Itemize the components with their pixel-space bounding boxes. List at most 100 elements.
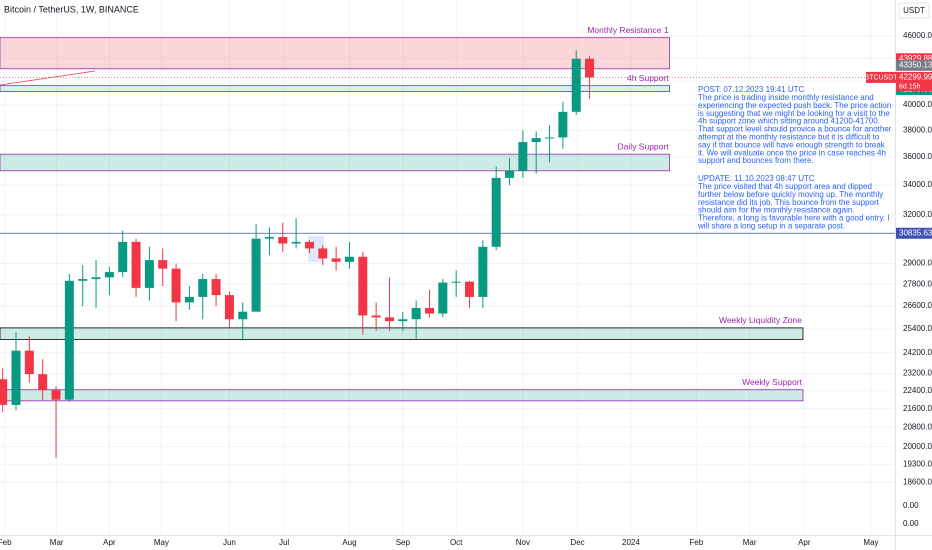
y-tick-label: 32000.00 (903, 210, 932, 219)
candle-body (144, 260, 154, 288)
candle-body (264, 237, 274, 239)
x-tick-label: May (154, 538, 169, 547)
candle-body (11, 350, 21, 405)
x-tick-label: Jun (223, 538, 236, 547)
candle-body (518, 142, 528, 171)
x-tick-label: 2024 (622, 538, 640, 547)
x-tick-label: Dec (570, 538, 584, 547)
zone-label: 4h Support (627, 73, 669, 83)
candle-body (545, 137, 555, 139)
price-marker (896, 53, 932, 65)
candle-body (478, 246, 488, 297)
annotation-line: support and bounces from there. (698, 156, 814, 165)
annotation-line: it. We will evaluate once the price in c… (698, 148, 886, 157)
y-tick-label: 34000.00 (903, 180, 932, 189)
candle-body (304, 241, 314, 249)
annotation-line: should aim for the monthly resistance ag… (698, 206, 855, 215)
lower-axis-label: 0.00 (903, 501, 919, 510)
y-tick-label: 24200.00 (903, 348, 932, 357)
y-tick-label: 29000.00 (903, 259, 932, 268)
currency: USDT (903, 6, 925, 15)
x-tick-label: Mar (50, 538, 64, 547)
symbol-box (866, 71, 896, 83)
candle-body (398, 319, 408, 322)
annotation-line: The price is trading inside monthly resi… (698, 93, 874, 102)
zone-label: Monthly Resistance 1 (587, 25, 669, 35)
candle-body (424, 307, 434, 314)
y-tick-label: 21600.00 (903, 404, 932, 413)
candle-body (64, 280, 74, 400)
y-tick-label: 46000.00 (903, 31, 932, 40)
candle-body (358, 256, 368, 316)
y-tick-label: 20800.00 (903, 422, 932, 431)
x-tick-label: Feb (689, 538, 703, 547)
candle-body (24, 350, 34, 375)
annotation-line: That support level should provice a boun… (698, 125, 892, 134)
y-tick-label: 19300.00 (903, 459, 932, 468)
candle-body (344, 256, 354, 262)
candle-body (571, 58, 581, 112)
annotation-line: resistance did its job. This bounce from… (698, 198, 880, 207)
x-tick-label: Sep (396, 538, 411, 547)
candle-body (0, 379, 8, 405)
x-tick-label: Apr (798, 538, 811, 547)
zone (0, 327, 804, 340)
countdown: 6d 15h (899, 83, 921, 90)
candle-body (278, 237, 288, 244)
annotation-line: will share a long setup in a separate po… (697, 222, 845, 231)
candle-body (211, 279, 221, 296)
lower-axis-label: 0.00 (903, 519, 919, 528)
annotation-line: POST: 07.12.2023 19:41 UTC (698, 85, 805, 94)
symbol-label: BTCUSDT (864, 74, 898, 81)
x-tick-label: Oct (450, 538, 463, 547)
zone (0, 37, 670, 70)
candle-body (491, 177, 501, 247)
zone (0, 85, 670, 93)
candle-body (411, 307, 421, 320)
annotation-line: UPDATE: 11.10.2023 08:47 UTC (698, 174, 815, 183)
price-marker (896, 227, 932, 239)
zone (0, 153, 670, 172)
x-tick-label: Apr (103, 538, 116, 547)
candle-body (291, 241, 301, 244)
price-label: 43350.13 (899, 60, 932, 69)
x-tick-label: Aug (342, 538, 356, 547)
x-tick-label: May (863, 538, 878, 547)
candle-body (371, 315, 381, 318)
x-tick-label: Nov (516, 538, 530, 547)
y-tick-label: 25400.00 (903, 324, 932, 333)
price-label: 42299.99 (899, 73, 932, 82)
candle-body (171, 268, 181, 303)
y-tick-label: 36000.00 (903, 152, 932, 161)
candle-body (158, 260, 168, 269)
annotation-line: attempt at the monthly resistance but it… (698, 133, 880, 142)
candle-body (131, 241, 141, 288)
zone-label: Weekly Liquidity Zone (719, 315, 802, 325)
candle-body (78, 279, 88, 281)
candle-body (331, 258, 341, 262)
x-tick-label: Feb (0, 538, 12, 547)
axis: 46000.0044000.0042000.0040000.0038000.00… (0, 31, 932, 547)
annotation-line: is suggesting that we might be looking f… (698, 109, 890, 118)
candles (0, 50, 595, 458)
candle-body (38, 374, 48, 391)
annotation-line: The price visited that 4h support area a… (698, 182, 872, 191)
y-tick-label: 23200.00 (903, 369, 932, 378)
candle-body (198, 279, 208, 297)
candle-body (251, 238, 261, 312)
x-tick-label: Mar (743, 538, 757, 547)
candle-body (585, 58, 595, 78)
price-marker (896, 71, 932, 91)
candle-body (531, 138, 541, 143)
candle-body (118, 241, 128, 273)
price-label: 43929.88 (899, 54, 932, 63)
y-tick-label: 27800.00 (903, 279, 932, 288)
zone-label: Weekly Support (742, 377, 802, 387)
y-tick-label: 20000.00 (903, 442, 932, 451)
currency-box (898, 2, 930, 19)
candle-body (318, 248, 328, 259)
annotation-line: 4h support zone which sitting around 412… (698, 117, 880, 126)
candle-body (451, 281, 461, 283)
